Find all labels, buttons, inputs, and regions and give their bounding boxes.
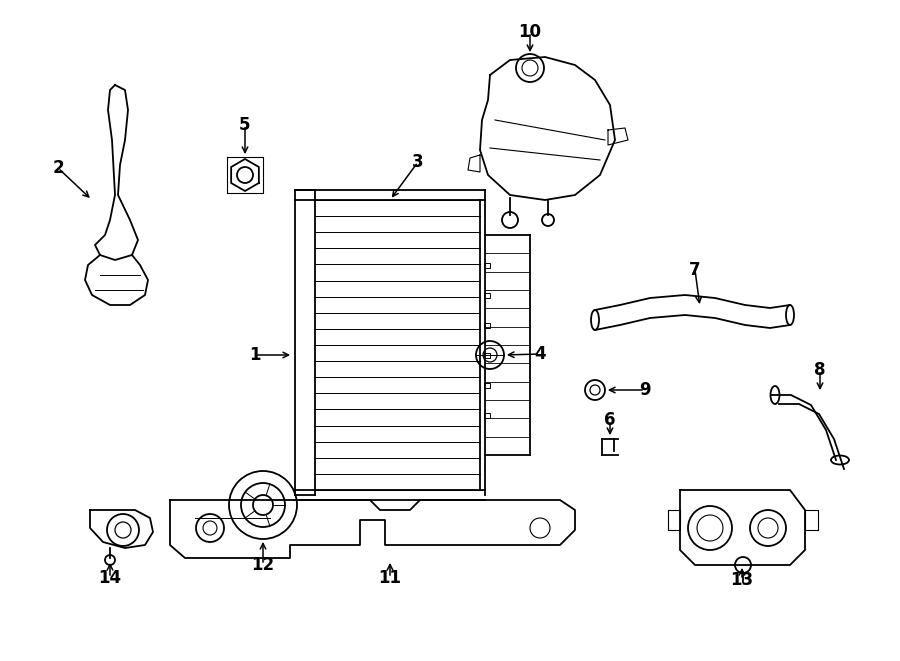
Bar [484,383,490,388]
Text: 8: 8 [814,361,826,379]
Bar [484,323,490,328]
Text: 1: 1 [249,346,261,364]
Bar [484,413,490,418]
Text: 11: 11 [379,569,401,587]
Text: 13: 13 [731,571,753,589]
Text: 2: 2 [52,159,64,177]
Text: 3: 3 [412,153,424,171]
Text: 7: 7 [689,261,701,279]
Text: 9: 9 [639,381,651,399]
Text: 5: 5 [239,116,251,134]
Text: 12: 12 [251,556,274,574]
Bar [484,353,490,358]
Bar [484,293,490,298]
Text: 6: 6 [604,411,616,429]
Text: 14: 14 [98,569,122,587]
Bar [484,263,490,268]
Text: 10: 10 [518,23,542,41]
Text: 4: 4 [535,345,545,363]
